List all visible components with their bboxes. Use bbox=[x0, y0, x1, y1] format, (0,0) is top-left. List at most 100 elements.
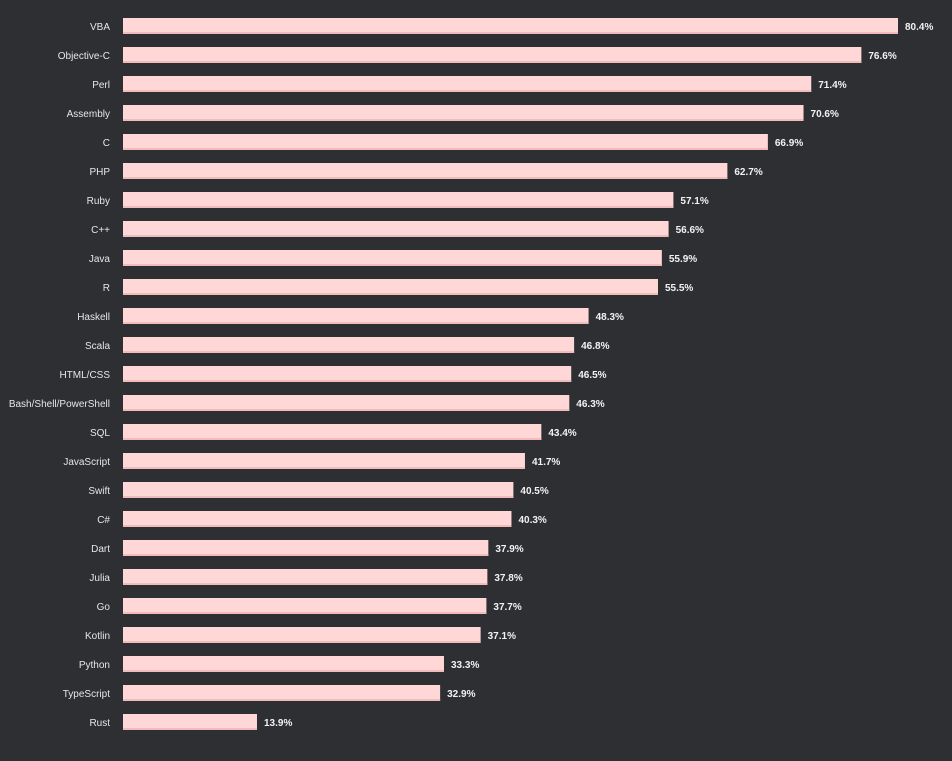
value-label-16: 40.5% bbox=[520, 486, 548, 497]
value-label-6: 57.1% bbox=[680, 196, 708, 207]
category-label-5: PHP bbox=[89, 167, 110, 178]
bar-edge-15 bbox=[123, 467, 525, 469]
bar-2 bbox=[123, 76, 812, 92]
bar-8 bbox=[123, 250, 662, 266]
category-label-24: Rust bbox=[89, 718, 110, 729]
value-label-9: 55.5% bbox=[665, 283, 693, 294]
bar-edge-3 bbox=[123, 119, 804, 121]
bar-3 bbox=[123, 105, 804, 121]
bar-23 bbox=[123, 685, 441, 701]
value-label-8: 55.9% bbox=[669, 254, 697, 265]
bar-21 bbox=[123, 627, 481, 643]
bar-edge-4 bbox=[123, 148, 768, 150]
category-label-9: R bbox=[103, 283, 110, 294]
bar-7 bbox=[123, 221, 669, 237]
bar-4 bbox=[123, 134, 768, 150]
bar-edge-17 bbox=[123, 525, 512, 527]
bar-24 bbox=[123, 714, 257, 730]
bar-edge-22 bbox=[123, 670, 444, 672]
bar-edge-21 bbox=[123, 641, 481, 643]
bar-16 bbox=[123, 482, 514, 498]
bar-20 bbox=[123, 598, 487, 614]
bar-0 bbox=[123, 18, 898, 34]
category-label-12: HTML/CSS bbox=[59, 370, 110, 381]
bar-13 bbox=[123, 395, 570, 411]
category-label-0: VBA bbox=[90, 22, 110, 33]
value-label-4: 66.9% bbox=[775, 138, 803, 149]
value-label-3: 70.6% bbox=[811, 109, 839, 120]
bar-edge-10 bbox=[123, 322, 589, 324]
bar-edge-16 bbox=[123, 496, 514, 498]
value-label-21: 37.1% bbox=[488, 631, 516, 642]
category-label-20: Go bbox=[97, 602, 111, 613]
value-label-20: 37.7% bbox=[493, 602, 521, 613]
value-label-7: 56.6% bbox=[676, 225, 704, 236]
value-label-24: 13.9% bbox=[264, 718, 292, 729]
value-label-2: 71.4% bbox=[818, 80, 846, 91]
category-label-16: Swift bbox=[88, 486, 110, 497]
category-label-14: SQL bbox=[90, 428, 110, 439]
bar-edge-9 bbox=[123, 293, 658, 295]
value-label-10: 48.3% bbox=[596, 312, 624, 323]
bar-edge-13 bbox=[123, 409, 570, 411]
category-label-6: Ruby bbox=[87, 196, 110, 207]
bar-12 bbox=[123, 366, 572, 382]
category-label-15: JavaScript bbox=[63, 457, 110, 468]
category-label-3: Assembly bbox=[67, 109, 110, 120]
bar-9 bbox=[123, 279, 658, 295]
value-label-17: 40.3% bbox=[518, 515, 546, 526]
category-label-19: Julia bbox=[89, 573, 110, 584]
bar-edge-0 bbox=[123, 32, 898, 34]
value-label-15: 41.7% bbox=[532, 457, 560, 468]
bar-10 bbox=[123, 308, 589, 324]
value-label-0: 80.4% bbox=[905, 22, 933, 33]
bar-edge-1 bbox=[123, 61, 862, 63]
category-label-4: C bbox=[103, 138, 110, 149]
value-label-23: 32.9% bbox=[447, 689, 475, 700]
bar-1 bbox=[123, 47, 862, 63]
value-label-11: 46.8% bbox=[581, 341, 609, 352]
bar-edge-7 bbox=[123, 235, 669, 237]
category-label-1: Objective-C bbox=[58, 51, 110, 62]
category-label-13: Bash/Shell/PowerShell bbox=[9, 399, 110, 410]
category-label-11: Scala bbox=[85, 341, 110, 352]
value-label-13: 46.3% bbox=[576, 399, 604, 410]
category-label-10: Haskell bbox=[77, 312, 110, 323]
bar-6 bbox=[123, 192, 674, 208]
bar-edge-20 bbox=[123, 612, 487, 614]
bar-19 bbox=[123, 569, 488, 585]
category-label-21: Kotlin bbox=[85, 631, 110, 642]
value-label-5: 62.7% bbox=[734, 167, 762, 178]
bar-15 bbox=[123, 453, 525, 469]
value-label-1: 76.6% bbox=[868, 51, 896, 62]
value-label-14: 43.4% bbox=[548, 428, 576, 439]
bar-edge-23 bbox=[123, 699, 441, 701]
bar-edge-19 bbox=[123, 583, 488, 585]
value-label-22: 33.3% bbox=[451, 660, 479, 671]
bar-22 bbox=[123, 656, 444, 672]
category-label-17: C# bbox=[97, 515, 110, 526]
value-label-19: 37.8% bbox=[494, 573, 522, 584]
bar-14 bbox=[123, 424, 542, 440]
bar-11 bbox=[123, 337, 575, 353]
bar-edge-5 bbox=[123, 177, 728, 179]
category-label-18: Dart bbox=[91, 544, 110, 555]
bar-edge-18 bbox=[123, 554, 489, 556]
bar-edge-8 bbox=[123, 264, 662, 266]
bar-edge-12 bbox=[123, 380, 572, 382]
bar-17 bbox=[123, 511, 512, 527]
bar-edge-6 bbox=[123, 206, 674, 208]
value-label-18: 37.9% bbox=[495, 544, 523, 555]
bar-edge-24 bbox=[123, 728, 257, 730]
category-label-22: Python bbox=[79, 660, 110, 671]
category-label-23: TypeScript bbox=[63, 689, 110, 700]
bar-edge-11 bbox=[123, 351, 575, 353]
bar-18 bbox=[123, 540, 489, 556]
value-label-12: 46.5% bbox=[578, 370, 606, 381]
bar-edge-2 bbox=[123, 90, 812, 92]
category-label-8: Java bbox=[89, 254, 111, 265]
category-label-7: C++ bbox=[91, 225, 110, 236]
bar-edge-14 bbox=[123, 438, 542, 440]
